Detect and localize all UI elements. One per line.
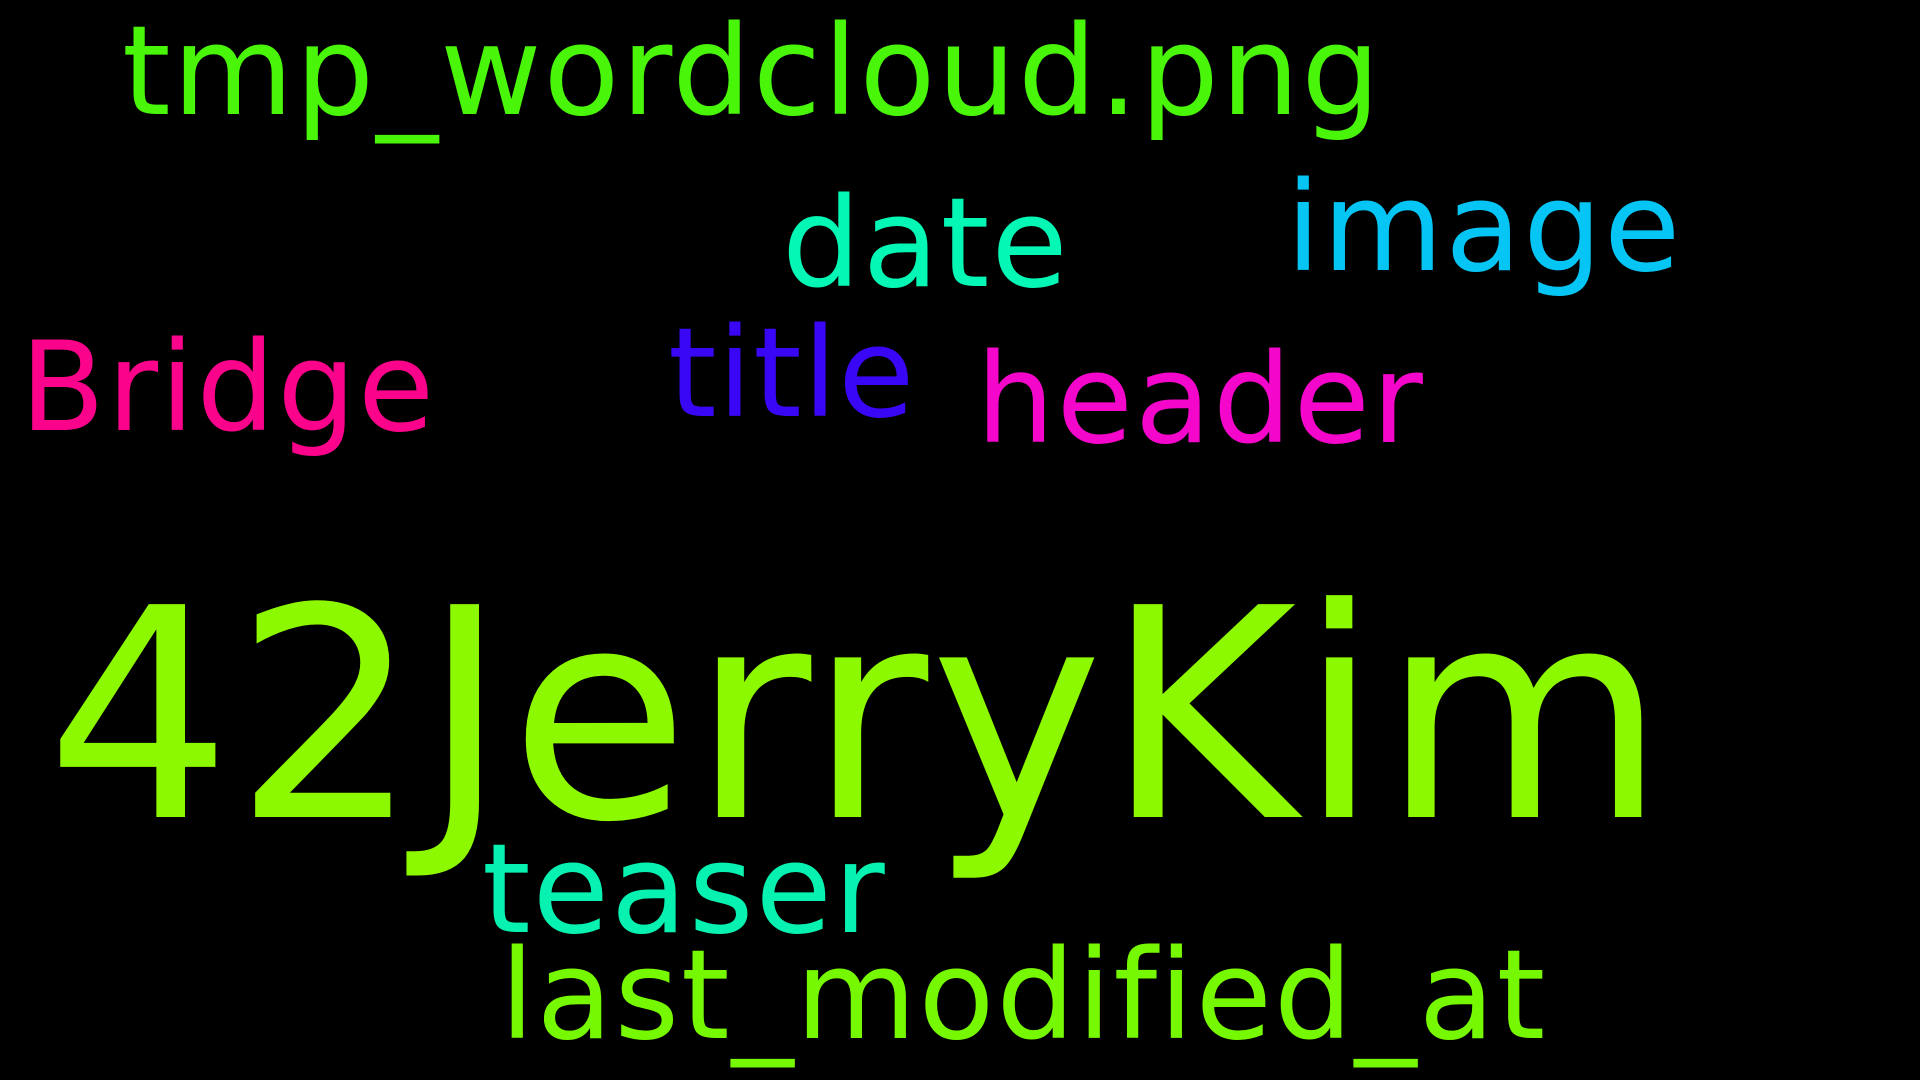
word-image: image	[1286, 156, 1683, 300]
word-last-modified-at: last_modified_at	[500, 924, 1548, 1068]
word-bridge: Bridge	[20, 316, 437, 460]
word-tmp-wordcloud-png: tmp_wordcloud.png	[122, 0, 1383, 144]
word-42jerrykim: 42JerryKim	[46, 546, 1669, 886]
word-teaser: teaser	[482, 818, 887, 962]
word-title: title	[668, 302, 916, 446]
word-date: date	[782, 172, 1070, 316]
word-header: header	[976, 328, 1425, 472]
